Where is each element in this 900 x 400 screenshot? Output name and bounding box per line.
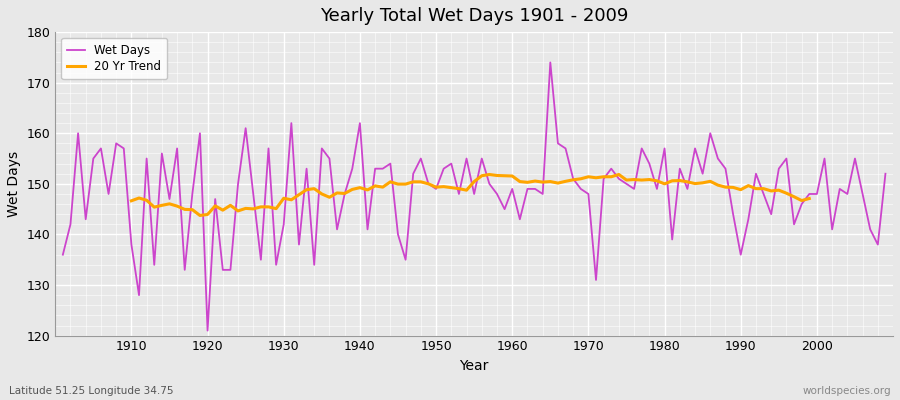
Wet Days (614, 176, 625, 181)
Wet Days (339, 192, 350, 196)
Wet Days (202, 328, 213, 333)
20 Yr Trend (720, 185, 731, 190)
Line: 20 Yr Trend: 20 Yr Trend (131, 174, 809, 216)
Wet Days (544, 60, 555, 65)
20 Yr Trend (705, 179, 716, 184)
Wet Days (515, 217, 526, 222)
Title: Yearly Total Wet Days 1901 - 2009: Yearly Total Wet Days 1901 - 2009 (320, 7, 628, 25)
20 Yr Trend (614, 172, 625, 177)
Wet Days (880, 171, 891, 176)
20 Yr Trend (484, 172, 495, 177)
20 Yr Trend (788, 194, 799, 199)
Wet Days (507, 186, 517, 191)
X-axis label: Year: Year (460, 359, 489, 373)
Text: Latitude 51.25 Longitude 34.75: Latitude 51.25 Longitude 34.75 (9, 386, 174, 396)
Line: Wet Days: Wet Days (63, 62, 886, 330)
Wet Days (58, 252, 68, 257)
20 Yr Trend (194, 213, 205, 218)
Wet Days (293, 242, 304, 247)
20 Yr Trend (225, 203, 236, 208)
Y-axis label: Wet Days: Wet Days (7, 151, 21, 217)
Legend: Wet Days, 20 Yr Trend: Wet Days, 20 Yr Trend (61, 38, 167, 79)
Text: worldspecies.org: worldspecies.org (803, 386, 891, 396)
20 Yr Trend (126, 198, 137, 203)
20 Yr Trend (339, 191, 350, 196)
20 Yr Trend (804, 196, 814, 201)
Wet Days (119, 146, 130, 151)
